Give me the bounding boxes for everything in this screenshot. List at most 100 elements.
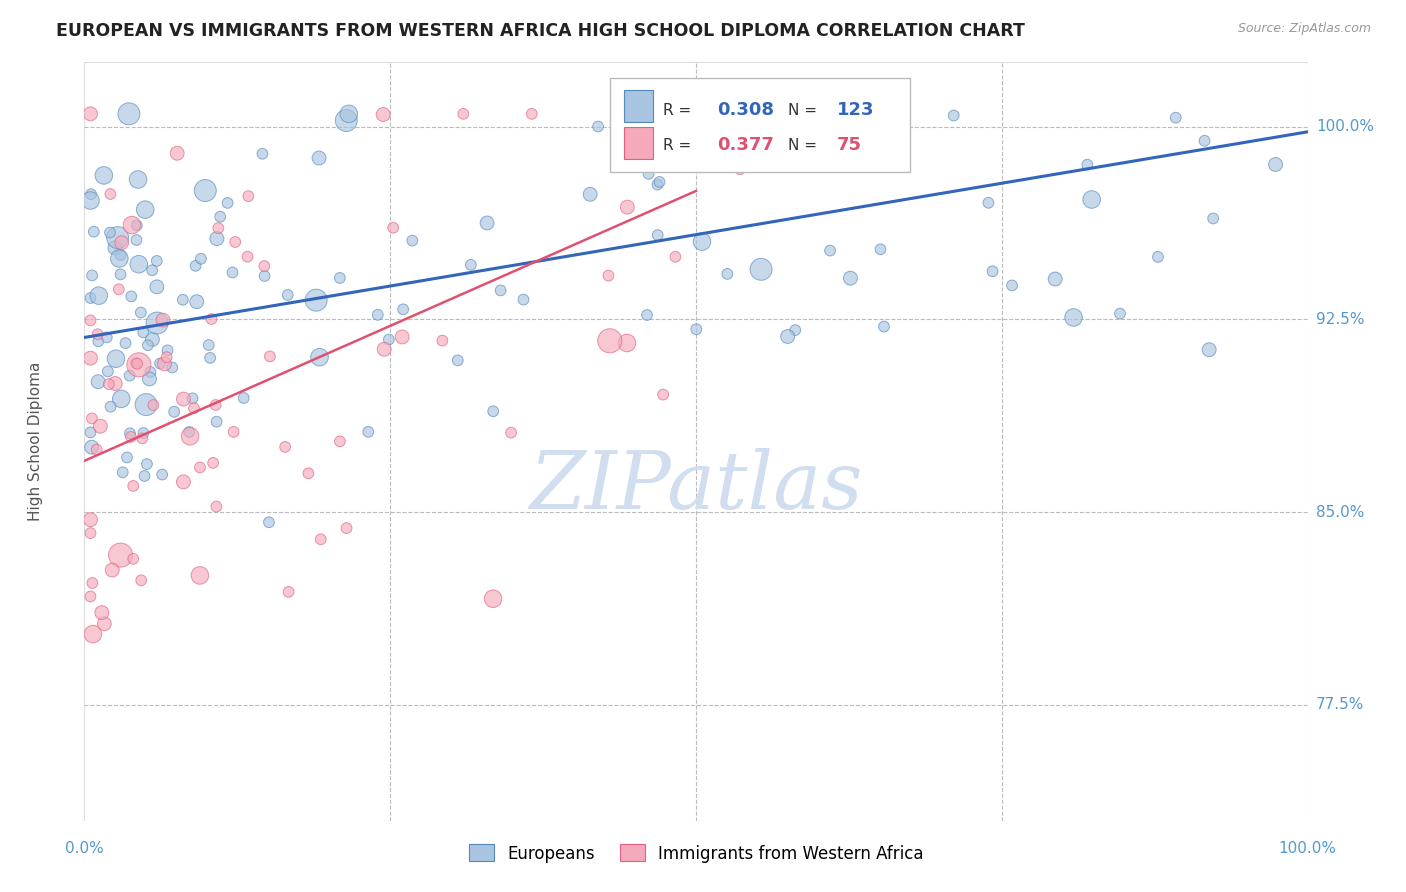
Point <box>129 574 152 588</box>
Point <box>190 252 212 266</box>
Point <box>357 425 380 439</box>
Point <box>184 259 207 273</box>
Point <box>101 563 124 577</box>
Point <box>79 291 101 305</box>
Point <box>186 294 208 309</box>
Point <box>238 189 260 203</box>
Point <box>232 391 254 405</box>
Point <box>82 268 104 283</box>
Point <box>253 259 276 273</box>
Point <box>839 271 862 285</box>
Point <box>110 268 132 282</box>
Point <box>97 364 120 378</box>
Point <box>87 375 110 389</box>
Point <box>432 334 454 348</box>
Point <box>121 218 143 232</box>
Point <box>142 398 165 412</box>
Point <box>79 590 101 604</box>
Point <box>194 184 217 198</box>
Point <box>616 336 638 351</box>
Point <box>127 172 149 186</box>
Point <box>818 244 841 258</box>
Point <box>135 398 157 412</box>
Text: R =: R = <box>664 103 692 118</box>
Point <box>87 288 110 302</box>
Point <box>127 357 149 371</box>
Text: N =: N = <box>787 103 817 118</box>
Point <box>205 500 228 514</box>
Point <box>79 526 101 541</box>
Point <box>80 440 103 454</box>
Point <box>87 334 110 349</box>
Point <box>489 284 512 298</box>
Point <box>482 404 505 418</box>
Point <box>179 429 201 443</box>
Point <box>93 616 115 631</box>
Point <box>104 241 127 255</box>
Point <box>79 107 101 121</box>
Point <box>785 323 807 337</box>
Point <box>118 368 141 383</box>
Point <box>110 392 132 406</box>
Point <box>172 392 194 406</box>
Point <box>373 343 395 357</box>
Point <box>104 376 127 391</box>
Point <box>382 220 405 235</box>
Text: N =: N = <box>787 137 817 153</box>
Text: ZIPatlas: ZIPatlas <box>529 449 863 525</box>
Point <box>120 289 142 303</box>
Point <box>616 200 638 214</box>
Point <box>373 107 395 121</box>
Point <box>200 312 222 326</box>
Text: EUROPEAN VS IMMIGRANTS FROM WESTERN AFRICA HIGH SCHOOL DIPLOMA CORRELATION CHART: EUROPEAN VS IMMIGRANTS FROM WESTERN AFRI… <box>56 22 1025 40</box>
Point <box>146 280 169 294</box>
Point <box>86 442 108 457</box>
Point <box>236 250 259 264</box>
Point <box>79 313 101 327</box>
Point <box>108 252 131 266</box>
Point <box>277 288 299 302</box>
Point <box>79 425 101 440</box>
Text: 0.377: 0.377 <box>717 136 773 154</box>
Point <box>83 225 105 239</box>
Point <box>139 365 162 379</box>
Point <box>977 195 1000 210</box>
Point <box>202 456 225 470</box>
Point <box>776 329 799 343</box>
Point <box>128 257 150 271</box>
Point <box>172 475 194 489</box>
Point <box>447 353 470 368</box>
Point <box>86 327 108 342</box>
Point <box>482 591 505 606</box>
Point <box>141 263 163 277</box>
Point <box>93 169 115 183</box>
Point <box>329 271 352 285</box>
Point <box>305 293 328 308</box>
Point <box>80 411 103 425</box>
Text: 0.308: 0.308 <box>717 101 773 120</box>
Point <box>152 313 174 327</box>
Point <box>209 210 232 224</box>
Point <box>391 330 413 344</box>
Point <box>135 457 157 471</box>
Text: 100.0%: 100.0% <box>1316 120 1374 134</box>
Point <box>125 233 148 247</box>
Point <box>716 267 738 281</box>
Point <box>118 426 141 441</box>
Point <box>1164 111 1187 125</box>
Point <box>129 305 152 319</box>
Legend: Europeans, Immigrants from Western Africa: Europeans, Immigrants from Western Afric… <box>463 838 929 869</box>
Point <box>221 265 243 279</box>
Text: 123: 123 <box>837 101 875 120</box>
Point <box>79 513 101 527</box>
Point <box>188 460 211 475</box>
Point <box>817 125 839 139</box>
Point <box>172 293 194 307</box>
Point <box>207 221 229 235</box>
Point <box>110 248 132 262</box>
Point <box>308 350 330 364</box>
Point <box>205 415 228 429</box>
Point <box>1043 272 1066 286</box>
Point <box>253 268 276 283</box>
Text: 0.0%: 0.0% <box>65 841 104 856</box>
